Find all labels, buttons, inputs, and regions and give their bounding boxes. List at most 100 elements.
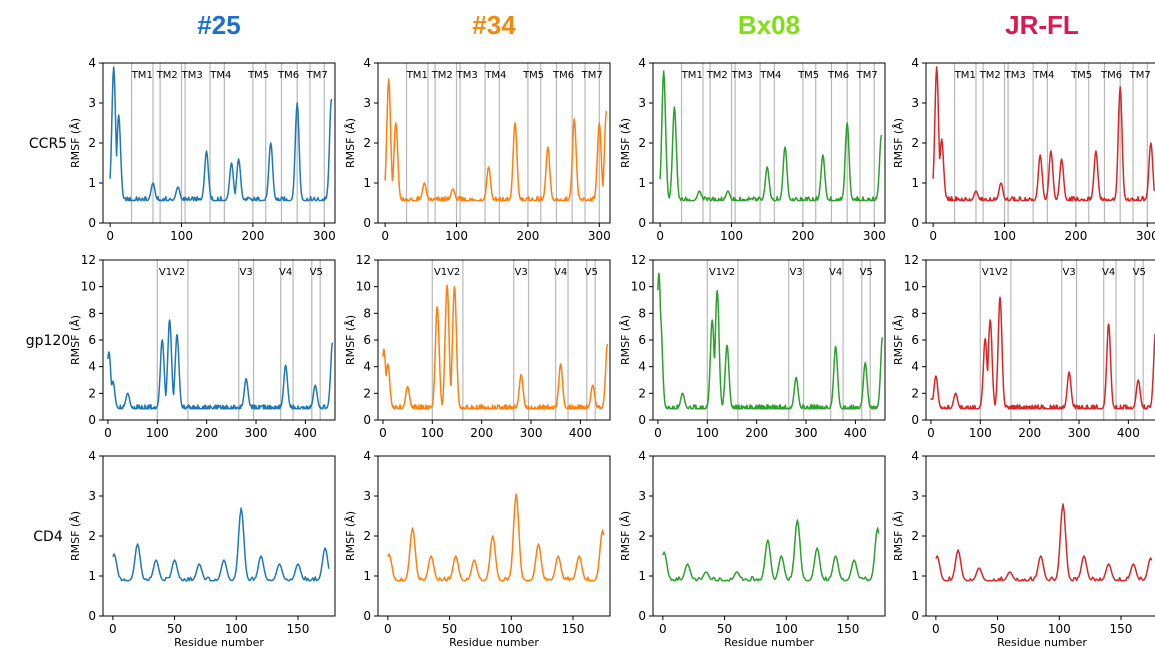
x-tick-label: 50 (717, 622, 732, 636)
y-tick-label: 2 (638, 136, 646, 150)
y-tick-label: 0 (638, 216, 646, 230)
x-tick-label: 150 (837, 622, 860, 636)
subplot-gp120-#34: V1V2 V3 V4 V5 0 2 4 6 8 10 12 0 100 200 300 400 RMSF (Å) (344, 253, 611, 440)
y-axis-label: RMSF (Å) (619, 315, 632, 365)
y-tick-label: 3 (363, 489, 371, 503)
y-axis-label: RMSF (Å) (619, 511, 632, 561)
x-tick-label: 0 (929, 229, 937, 243)
region-label: TM5 (247, 70, 269, 81)
y-tick-label: 2 (88, 386, 96, 400)
y-axis-label: RMSF (Å) (892, 511, 905, 561)
axes-frame (377, 259, 611, 421)
y-axis-label: RMSF (Å) (892, 315, 905, 365)
row-label: gp120 (26, 333, 71, 349)
x-axis-label: Residue number (724, 636, 814, 649)
y-tick-label: 6 (638, 333, 646, 347)
series-line (932, 66, 1155, 202)
x-tick-label: 300 (520, 426, 543, 440)
y-tick-label: 1 (638, 176, 646, 190)
y-tick-label: 1 (363, 569, 371, 583)
region-label: TM1 (681, 70, 703, 81)
y-axis-label: RMSF (Å) (892, 118, 905, 168)
subplot-CD4-Bx08: 0 1 2 3 4 0 50 100 150 RMSF (Å) Residue number (619, 449, 886, 649)
region-label: V1V2 (434, 267, 460, 278)
y-tick-label: 3 (638, 489, 646, 503)
region-label: V3 (240, 267, 253, 278)
subplot-CD4-#34: 0 1 2 3 4 0 50 100 150 RMSF (Å) Residue number (344, 449, 611, 649)
x-tick-label: 0 (932, 622, 940, 636)
x-tick-label: 0 (656, 229, 664, 243)
column-title: JR-FL (1005, 10, 1079, 40)
region-label: TM4 (484, 70, 506, 81)
series-line (657, 272, 884, 410)
region-label: TM1 (406, 70, 428, 81)
y-tick-label: 2 (363, 386, 371, 400)
x-tick-label: 200 (745, 426, 768, 440)
series-line (935, 503, 1153, 582)
x-tick-label: 400 (1117, 426, 1140, 440)
y-tick-label: 2 (638, 386, 646, 400)
y-tick-label: 2 (363, 136, 371, 150)
x-tick-label: 200 (470, 426, 493, 440)
subplot-CCR5-#34: TM1 TM2 TM3 TM4 TM5 TM6 TM7 0 1 2 3 4 0 100 200 300 RMSF… (344, 56, 611, 243)
region-label: V4 (554, 267, 567, 278)
axes-frame (102, 455, 336, 617)
x-tick-label: 100 (146, 426, 169, 440)
region-label: TM7 (856, 70, 878, 81)
region-label: TM1 (954, 70, 976, 81)
y-tick-label: 8 (88, 306, 96, 320)
y-tick-label: 1 (911, 176, 919, 190)
y-tick-label: 3 (88, 489, 96, 503)
y-tick-label: 4 (363, 360, 371, 374)
axes-frame (377, 455, 611, 617)
y-tick-label: 12 (81, 253, 96, 267)
region-label: TM5 (797, 70, 819, 81)
y-tick-label: 4 (88, 56, 96, 70)
region-label: TM7 (306, 70, 328, 81)
x-tick-label: 150 (1110, 622, 1133, 636)
axes-frame (925, 455, 1155, 617)
region-label: V4 (829, 267, 842, 278)
y-tick-label: 0 (88, 216, 96, 230)
y-tick-label: 4 (363, 56, 371, 70)
region-label: TM2 (156, 70, 178, 81)
series-line (107, 319, 334, 410)
y-tick-label: 3 (911, 489, 919, 503)
subplot-CCR5-#25: TM1 TM2 TM3 TM4 TM5 TM6 TM7 0 1 2 3 4 0 100 200 300 RMSF… (69, 56, 336, 243)
region-label: TM2 (706, 70, 728, 81)
subplot-CCR5-JR-FL: TM1 TM2 TM3 TM4 TM5 TM6 TM7 0 1 2 3 4 0 100 200 300 RMSF… (892, 56, 1155, 243)
x-tick-label: 0 (109, 622, 117, 636)
x-tick-label: 150 (562, 622, 585, 636)
y-axis-label: RMSF (Å) (344, 118, 357, 168)
y-tick-label: 8 (363, 306, 371, 320)
x-tick-label: 0 (104, 426, 112, 440)
region-label: V4 (1102, 267, 1115, 278)
x-tick-label: 300 (1136, 229, 1155, 243)
region-label: TM4 (759, 70, 781, 81)
x-tick-label: 200 (1064, 229, 1087, 243)
region-label: TM3 (181, 70, 203, 81)
x-tick-label: 150 (287, 622, 310, 636)
region-label: V5 (1133, 267, 1146, 278)
series-line (109, 66, 333, 202)
x-tick-label: 0 (379, 426, 387, 440)
y-axis-label: RMSF (Å) (344, 511, 357, 561)
x-tick-label: 300 (795, 426, 818, 440)
subplot-CD4-#25: 0 1 2 3 4 0 50 100 150 RMSF (Å) Residue number (69, 449, 336, 649)
region-label: TM3 (456, 70, 478, 81)
y-tick-label: 4 (638, 360, 646, 374)
y-tick-label: 0 (88, 413, 96, 427)
region-label: TM6 (1100, 70, 1122, 81)
x-tick-label: 0 (384, 622, 392, 636)
series-line (930, 296, 1155, 410)
y-tick-label: 0 (363, 413, 371, 427)
y-tick-label: 3 (88, 96, 96, 110)
y-tick-label: 0 (911, 413, 919, 427)
x-tick-label: 200 (791, 229, 814, 243)
x-tick-label: 300 (588, 229, 611, 243)
y-tick-label: 2 (911, 529, 919, 543)
region-label: V3 (515, 267, 528, 278)
subplot-gp120-JR-FL: V1V2 V3 V4 V5 0 2 4 6 8 10 12 0 100 200 300 400 RMSF (Å) (892, 253, 1155, 440)
y-tick-label: 3 (363, 96, 371, 110)
